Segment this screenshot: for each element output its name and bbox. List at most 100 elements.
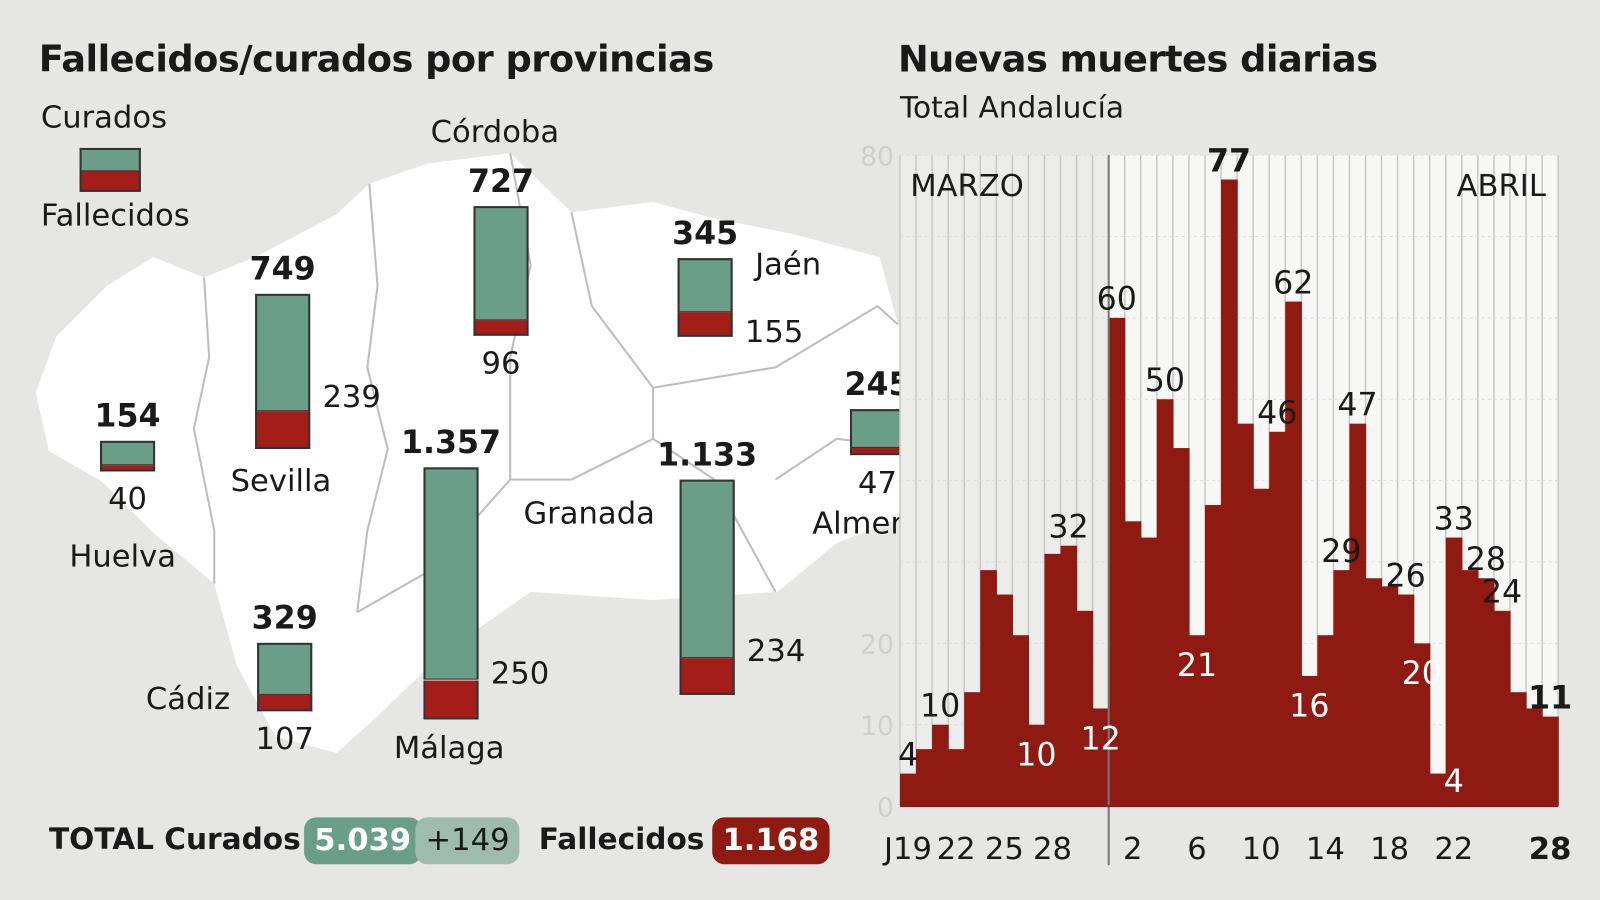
bar-23-abr	[1461, 570, 1479, 807]
total-curados-new: +149	[415, 817, 520, 865]
legend-curados-swatch	[79, 147, 141, 171]
y-tick-label: 10	[860, 711, 894, 742]
bar-27-mar	[1028, 724, 1046, 807]
total-fallecidos-value: 1.168	[712, 817, 830, 865]
bar-18-abr	[1381, 586, 1399, 807]
curados-value: 727	[467, 163, 535, 201]
bar-25-abr	[1493, 610, 1511, 807]
data-label: 4	[898, 737, 918, 773]
bar-17-abr	[1365, 578, 1383, 807]
curados-value: 749	[249, 250, 316, 288]
fallecidos-bar	[423, 680, 479, 720]
x-tick-label: 28	[1529, 832, 1572, 867]
curados-bar	[257, 642, 313, 695]
x-tick-label: 2	[1123, 832, 1142, 867]
bar-20-abr	[1413, 643, 1431, 807]
fallecidos-value: 239	[322, 379, 381, 416]
bar-8-abr	[1221, 179, 1238, 807]
bar-28-abr	[1542, 716, 1559, 807]
bar-16-abr	[1349, 423, 1367, 807]
legend-curados-label: Curados	[40, 99, 168, 136]
curados-bar	[677, 258, 733, 313]
fallecidos-bar	[255, 411, 311, 449]
data-label: 32	[1048, 510, 1088, 546]
x-tick-label: 6	[1187, 832, 1206, 867]
bar-5-abr	[1172, 448, 1190, 807]
data-label: 24	[1482, 575, 1522, 611]
bar-27-abr	[1526, 708, 1543, 807]
province-name: Jaén	[755, 246, 822, 283]
data-label: 10	[920, 689, 960, 725]
data-label: 10	[1016, 738, 1056, 774]
chart-subtitle: Total Andalucía	[899, 89, 1125, 125]
bar-25-mar	[996, 594, 1013, 807]
curados-bar	[849, 409, 906, 448]
bar-30-mar	[1076, 610, 1094, 807]
bar-19-abr	[1397, 594, 1415, 807]
x-tick-label: 14	[1306, 832, 1345, 867]
fallecidos-value: 234	[746, 633, 806, 670]
fallecidos-value: 96	[481, 345, 521, 382]
bar-10-abr	[1253, 488, 1270, 807]
x-tick-label: J19	[882, 832, 932, 867]
bar-31-mar	[1092, 708, 1110, 807]
province-name: Huelva	[69, 538, 177, 575]
provinces-title: Fallecidos/curados por provincias	[38, 38, 715, 81]
curados-value: 1.133	[657, 437, 758, 474]
bar-3-abr	[1140, 537, 1158, 807]
data-label: 12	[1081, 721, 1121, 757]
bar-11-abr	[1269, 431, 1286, 807]
data-label: 26	[1386, 558, 1426, 594]
fallecidos-value: 250	[490, 655, 550, 692]
curados-bar	[679, 480, 735, 659]
province-name: Granada	[523, 495, 655, 532]
bar-24-abr	[1477, 578, 1495, 807]
bar-21-abr	[1429, 773, 1447, 807]
data-label: 60	[1097, 282, 1137, 318]
curados-value: 154	[94, 398, 161, 435]
province-name: Sevilla	[230, 463, 332, 499]
data-label: 47	[1337, 387, 1377, 423]
total-curados-label: TOTAL Curados	[48, 821, 301, 857]
x-tick-label: 22	[937, 832, 976, 867]
curados-value: 1.357	[400, 423, 502, 461]
fallecidos-bar	[473, 320, 529, 336]
data-label: 21	[1177, 648, 1217, 684]
fallecidos-bar	[677, 312, 733, 337]
data-label: 77	[1207, 143, 1251, 179]
x-tick-label: 10	[1242, 832, 1281, 867]
bar-22-abr	[1445, 537, 1463, 807]
bar-20-mar	[916, 749, 933, 807]
data-label: 46	[1257, 396, 1297, 432]
fallecidos-value: 107	[255, 721, 314, 758]
bar-19-mar	[899, 773, 917, 807]
curados-bar	[255, 293, 311, 412]
y-tick-label: 0	[877, 792, 894, 823]
month-label: ABRIL	[1457, 169, 1546, 204]
bar-9-abr	[1237, 423, 1254, 807]
month-label: MARZO	[910, 169, 1024, 204]
data-label: 16	[1289, 689, 1329, 725]
data-label: 33	[1434, 501, 1474, 537]
province-name: Málaga	[393, 730, 505, 767]
data-label: 28	[1466, 542, 1506, 578]
bar-23-mar	[964, 692, 981, 807]
x-tick-label: 28	[1033, 832, 1072, 867]
bar-1-abr	[1108, 317, 1126, 807]
curados-bar	[423, 466, 479, 681]
legend-fallecidos-label: Fallecidos	[40, 197, 190, 234]
total-curados-value: 5.039	[304, 817, 422, 865]
data-label: 29	[1321, 534, 1361, 570]
total-fallecidos-label: Fallecidos	[538, 821, 705, 857]
y-tick-label: 20	[860, 630, 894, 661]
fallecidos-bar	[257, 694, 313, 712]
bar-13-abr	[1301, 675, 1318, 807]
bar-12-abr	[1285, 301, 1302, 807]
bar-29-mar	[1060, 545, 1078, 807]
bar-22-mar	[948, 749, 965, 807]
bar-6-abr	[1188, 635, 1206, 807]
bar-26-abr	[1509, 692, 1527, 807]
bar-28-mar	[1044, 553, 1062, 807]
